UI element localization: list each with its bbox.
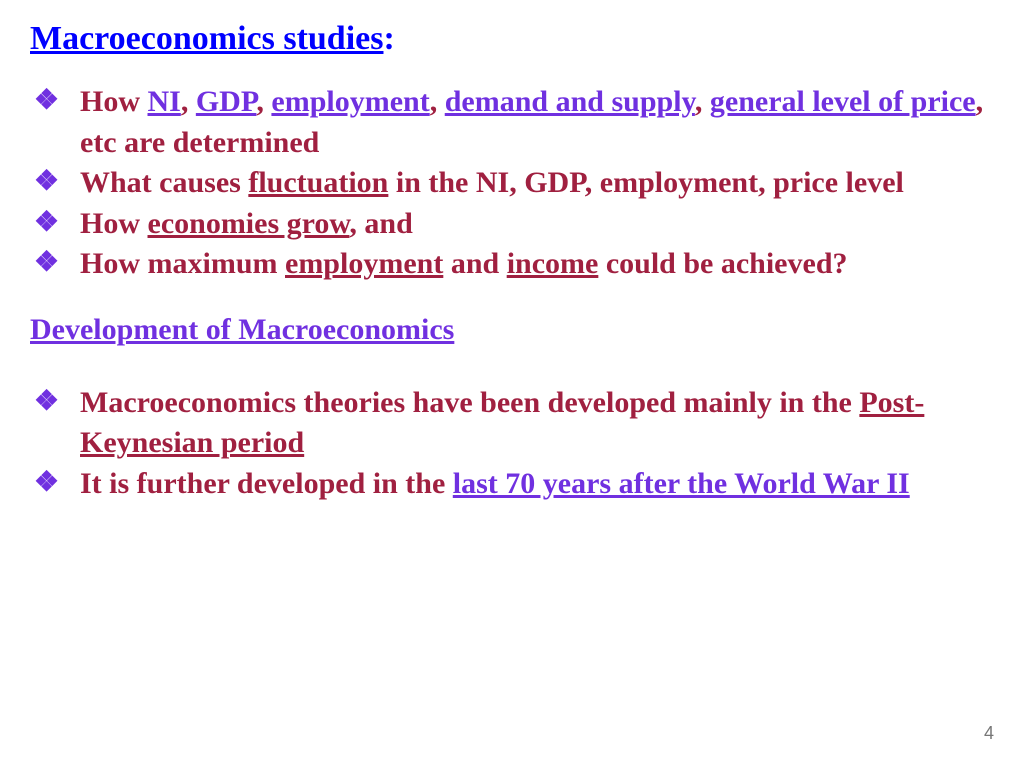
bullet-list-2: Macroeconomics theories have been develo… [30,383,994,505]
text: What causes [80,166,248,199]
underline-term: employment [271,85,429,118]
list-item: How NI, GDP, employment, demand and supp… [30,82,994,163]
list-item: What causes fluctuation in the NI, GDP, … [30,163,994,204]
text: Macroeconomics theories have been develo… [80,386,859,419]
underline-term: last 70 years after the World War II [453,467,910,500]
list-item: Macroeconomics theories have been develo… [30,383,994,464]
section-subhead: Development of Macroeconomics [30,313,994,347]
text: How [80,207,148,240]
text: How [80,85,148,118]
underline-term: economies grow [148,207,350,240]
underline-term: employment [285,247,443,280]
text: It is further developed in the [80,467,453,500]
text: , [695,85,710,118]
underline-term: GDP [196,85,257,118]
underline-term: fluctuation [248,166,388,199]
list-item: How economies grow, and [30,204,994,245]
page-title: Macroeconomics studies: [30,20,994,58]
page-number: 4 [984,723,994,744]
underline-term: general level of price [710,85,976,118]
text: and [443,247,506,280]
text: could be achieved? [598,247,847,280]
text: , [256,85,271,118]
title-colon: : [383,20,394,57]
list-item: How maximum employment and income could … [30,244,994,285]
underline-term: NI [148,85,181,118]
text: , and [349,207,412,240]
bullet-list-1: How NI, GDP, employment, demand and supp… [30,82,994,285]
text: , [181,85,196,118]
text: , [430,85,445,118]
text: in the NI, GDP, employment, price level [388,166,904,199]
underline-term: demand and supply [445,85,695,118]
title-text: Macroeconomics studies [30,20,383,57]
list-item: It is further developed in the last 70 y… [30,464,994,505]
text: How maximum [80,247,285,280]
underline-term: income [507,247,599,280]
